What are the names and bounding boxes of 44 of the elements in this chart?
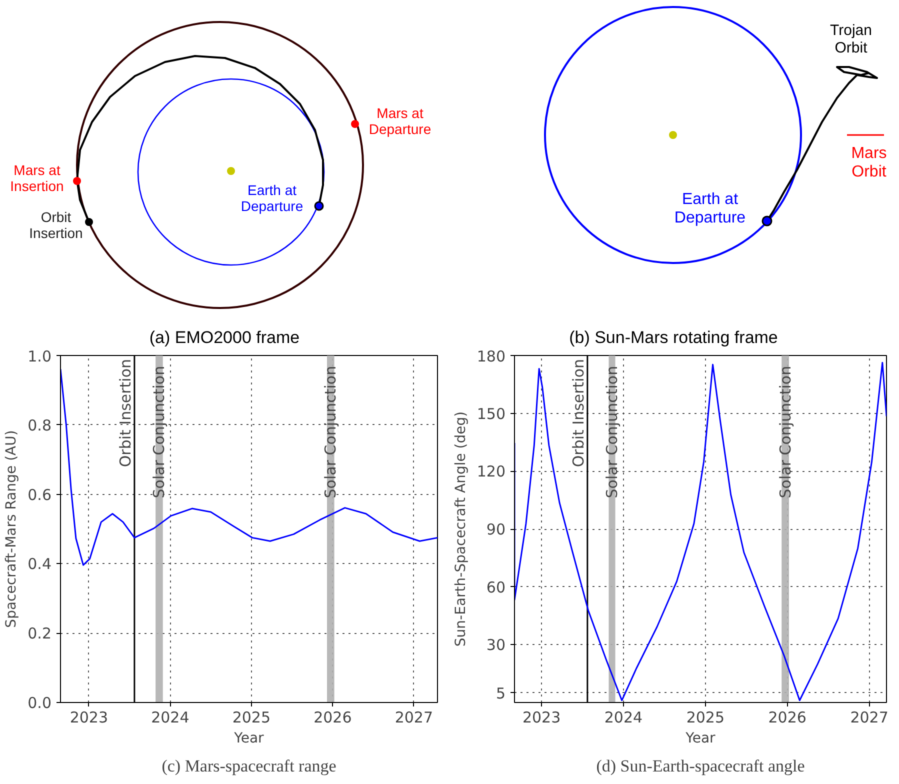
text: (d) Sun-Earth-spacecraft angle <box>596 756 805 776</box>
ref-line-label: Orbit Insertion <box>116 358 134 468</box>
band-label: Solar Conjunction <box>150 366 168 498</box>
x-tick-label: 2025 <box>232 708 271 726</box>
y-tick-label: 90 <box>486 520 506 538</box>
y-tick-label: 30 <box>486 636 506 654</box>
text: Trojan Orbit <box>830 22 872 56</box>
y-tick-label: 120 <box>476 462 506 481</box>
text: Orbit Insertion <box>29 209 83 242</box>
band-label: Solar Conjunction <box>603 366 622 498</box>
x-axis-title: Year <box>684 730 716 746</box>
band-label: Solar Conjunction <box>776 366 794 498</box>
y-tick-label: 0.2 <box>28 624 52 643</box>
y-tick-label: 0.0 <box>28 694 52 712</box>
y-tick-label: 180 <box>476 348 506 366</box>
y-tick-label: 60 <box>486 578 506 596</box>
x-tick-label: 2027 <box>850 708 888 726</box>
x-tick-label: 2024 <box>604 708 643 726</box>
text: (a) EMO2000 frame <box>149 328 300 347</box>
x-tick-label: 2026 <box>768 708 806 726</box>
text: Mars Orbit <box>851 145 887 180</box>
ref-line-label: Orbit Insertion <box>569 358 588 468</box>
x-axis-title: Year <box>233 730 264 746</box>
band-label: Solar Conjunction <box>322 366 340 498</box>
text: (c) Mars-spacecraft range <box>162 756 336 776</box>
y-tick-label: 1.0 <box>28 348 52 366</box>
x-tick-label: 2026 <box>314 708 352 726</box>
x-tick-label: 2023 <box>70 708 108 726</box>
y-tick-label: 0.6 <box>28 486 52 504</box>
text: Mars at Insertion <box>10 162 64 194</box>
y-tick-label: 0.4 <box>28 555 52 574</box>
y-axis-title: Spacecraft-Mars Range (AU) <box>4 430 20 628</box>
y-axis-title: Sun-Earth-Spacecraft Angle (deg) <box>452 411 469 647</box>
x-tick-label: 2025 <box>686 708 725 726</box>
text: Earth at Departure <box>240 182 304 214</box>
x-tick-label: 2023 <box>522 708 561 726</box>
x-tick-label: 2027 <box>394 708 434 726</box>
text: Mars at Departure <box>368 105 432 138</box>
y-tick-label: 5 <box>496 684 506 702</box>
text: (b) Sun-Mars rotating frame <box>569 328 778 347</box>
y-tick-label: 0.8 <box>28 416 52 434</box>
x-tick-label: 2024 <box>151 708 190 726</box>
text: Earth at Departure <box>674 191 746 226</box>
y-tick-label: 150 <box>476 404 506 423</box>
